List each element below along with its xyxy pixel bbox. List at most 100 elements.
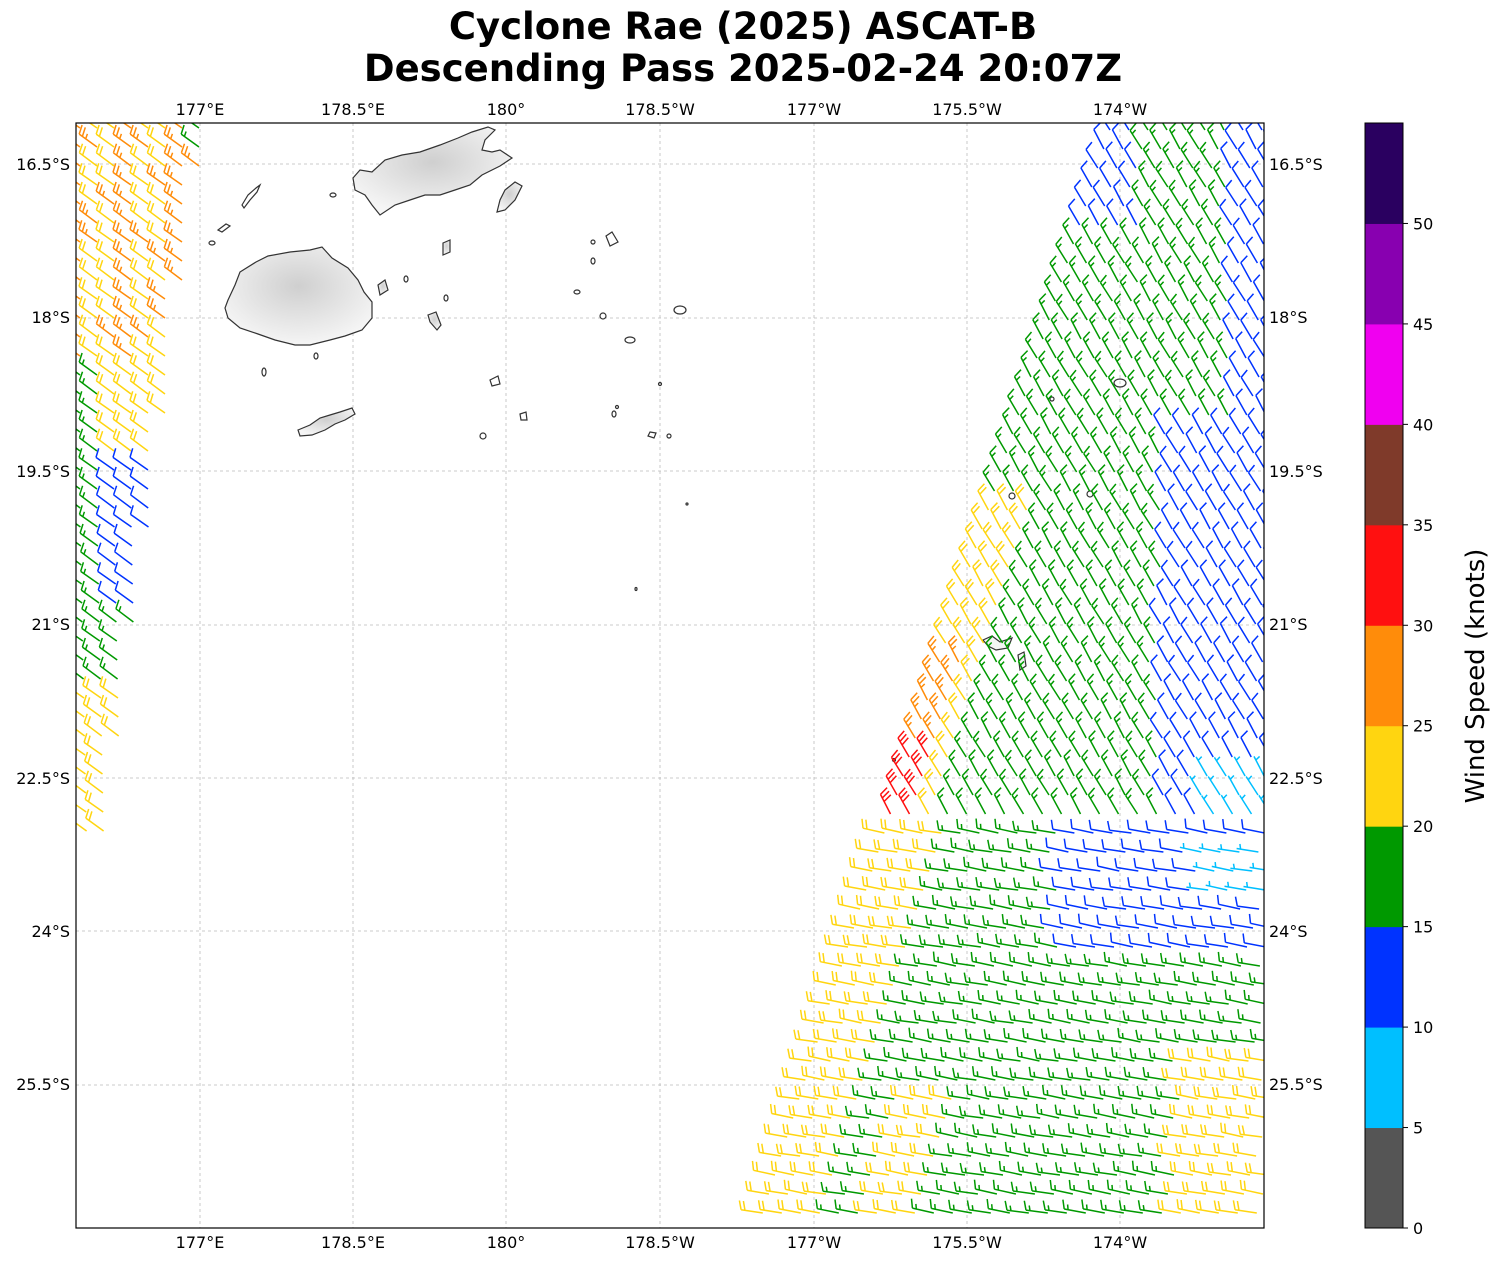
wind-barb (82, 694, 102, 718)
wind-barb (940, 1162, 966, 1176)
lon-label-top: 174°W (1093, 100, 1148, 119)
lon-label-top: 178.5°W (625, 100, 695, 119)
wind-barb (946, 1086, 971, 1100)
wind-barb (1123, 559, 1136, 587)
wind-barb (763, 1123, 788, 1138)
wind-barb (1181, 198, 1195, 226)
wind-barb (1100, 749, 1113, 777)
wind-barb (997, 654, 1011, 682)
wind-barb (793, 1029, 818, 1043)
wind-barb (1043, 749, 1056, 777)
wind-barb (944, 972, 969, 986)
wind-barb (864, 1104, 889, 1119)
wind-barb (1186, 1047, 1211, 1062)
wind-barb (898, 787, 911, 815)
wind-barb (1045, 894, 1070, 910)
wind-barb (928, 749, 942, 777)
wind-barb (839, 1181, 865, 1195)
wind-barb (1032, 369, 1045, 397)
wind-barb (1240, 369, 1254, 397)
wind-barb (890, 1142, 915, 1157)
wind-barb (944, 914, 969, 929)
wind-barb (1047, 1008, 1071, 1024)
wind-barb (112, 181, 132, 205)
wind-barb (1126, 312, 1139, 340)
wind-barb (1245, 236, 1259, 264)
wind-barb (1008, 1010, 1033, 1024)
wind-barb (1232, 217, 1246, 245)
wind-barb (1078, 1029, 1103, 1043)
wind-barb (1014, 483, 1028, 511)
colorbar-tick-label: 20 (1413, 817, 1433, 836)
wind-barb (112, 352, 132, 376)
wind-barb (861, 818, 885, 834)
wind-barb (1088, 877, 1114, 891)
wind-barb (1146, 876, 1171, 891)
wind-barb (78, 448, 98, 471)
wind-barb (1200, 1180, 1226, 1195)
wind-barb (1133, 857, 1158, 872)
wind-barb (1046, 502, 1059, 530)
wind-barb (843, 991, 868, 1005)
wind-barb (912, 895, 937, 910)
wind-barb (1237, 616, 1251, 644)
wind-barb (877, 1123, 902, 1138)
wind-barb (1021, 521, 1034, 549)
wind-barb (873, 839, 898, 853)
wind-barb (1222, 819, 1246, 834)
wind-barb (964, 578, 978, 606)
wind-barb (1103, 951, 1128, 967)
colorbar-bin (1365, 123, 1403, 224)
wind-barb (1050, 787, 1063, 815)
wind-barb (1003, 1028, 1027, 1043)
wind-barb (1218, 559, 1231, 587)
wind-barb (994, 818, 1018, 834)
wind-barb (1163, 730, 1176, 758)
wind-barb (1227, 293, 1240, 321)
wind-barb (114, 580, 134, 604)
wind-barb (1141, 445, 1154, 473)
wind-barb (838, 1067, 863, 1081)
wind-barb (1159, 445, 1173, 473)
wind-barb (985, 692, 998, 720)
wind-barb (146, 200, 166, 224)
wind-barb (1191, 407, 1204, 435)
wind-barb (76, 466, 81, 471)
wind-barb (899, 819, 923, 834)
wind-barb (892, 838, 917, 853)
wind-barb (1035, 1103, 1060, 1119)
wind-barb (1077, 521, 1091, 549)
wind-barb (1186, 882, 1209, 891)
wind-barb (1172, 915, 1197, 929)
wind-barb (1081, 217, 1094, 245)
wind-barb (949, 896, 975, 910)
wind-barb (807, 1104, 832, 1119)
wind-barb (1038, 350, 1051, 378)
wind-barb (1152, 293, 1164, 321)
wind-barb (1140, 953, 1166, 967)
wind-barb (1093, 711, 1106, 739)
wind-barb (146, 314, 166, 338)
wind-barb (1054, 597, 1067, 625)
wind-barb (1138, 839, 1164, 853)
wind-barb (76, 503, 81, 509)
wind-barb (1100, 1199, 1124, 1214)
wind-barb (76, 352, 81, 357)
wind-barb (879, 787, 892, 815)
wind-barb (1099, 274, 1113, 302)
wind-barb (989, 951, 1014, 967)
wind-barb (794, 1085, 819, 1100)
wind-barb (1164, 820, 1189, 834)
wind-barb (113, 542, 133, 566)
wind-barb (951, 559, 965, 587)
wind-barb (1208, 236, 1221, 264)
wind-barb (1228, 350, 1241, 378)
wind-barb (1030, 730, 1043, 758)
wind-barb (78, 295, 98, 319)
wind-barb (1158, 749, 1170, 777)
wind-barb (1151, 858, 1177, 872)
wind-barb (1033, 990, 1058, 1005)
wind-barb (966, 1142, 991, 1157)
wind-barb (1051, 426, 1065, 454)
wind-barb (1200, 794, 1215, 815)
